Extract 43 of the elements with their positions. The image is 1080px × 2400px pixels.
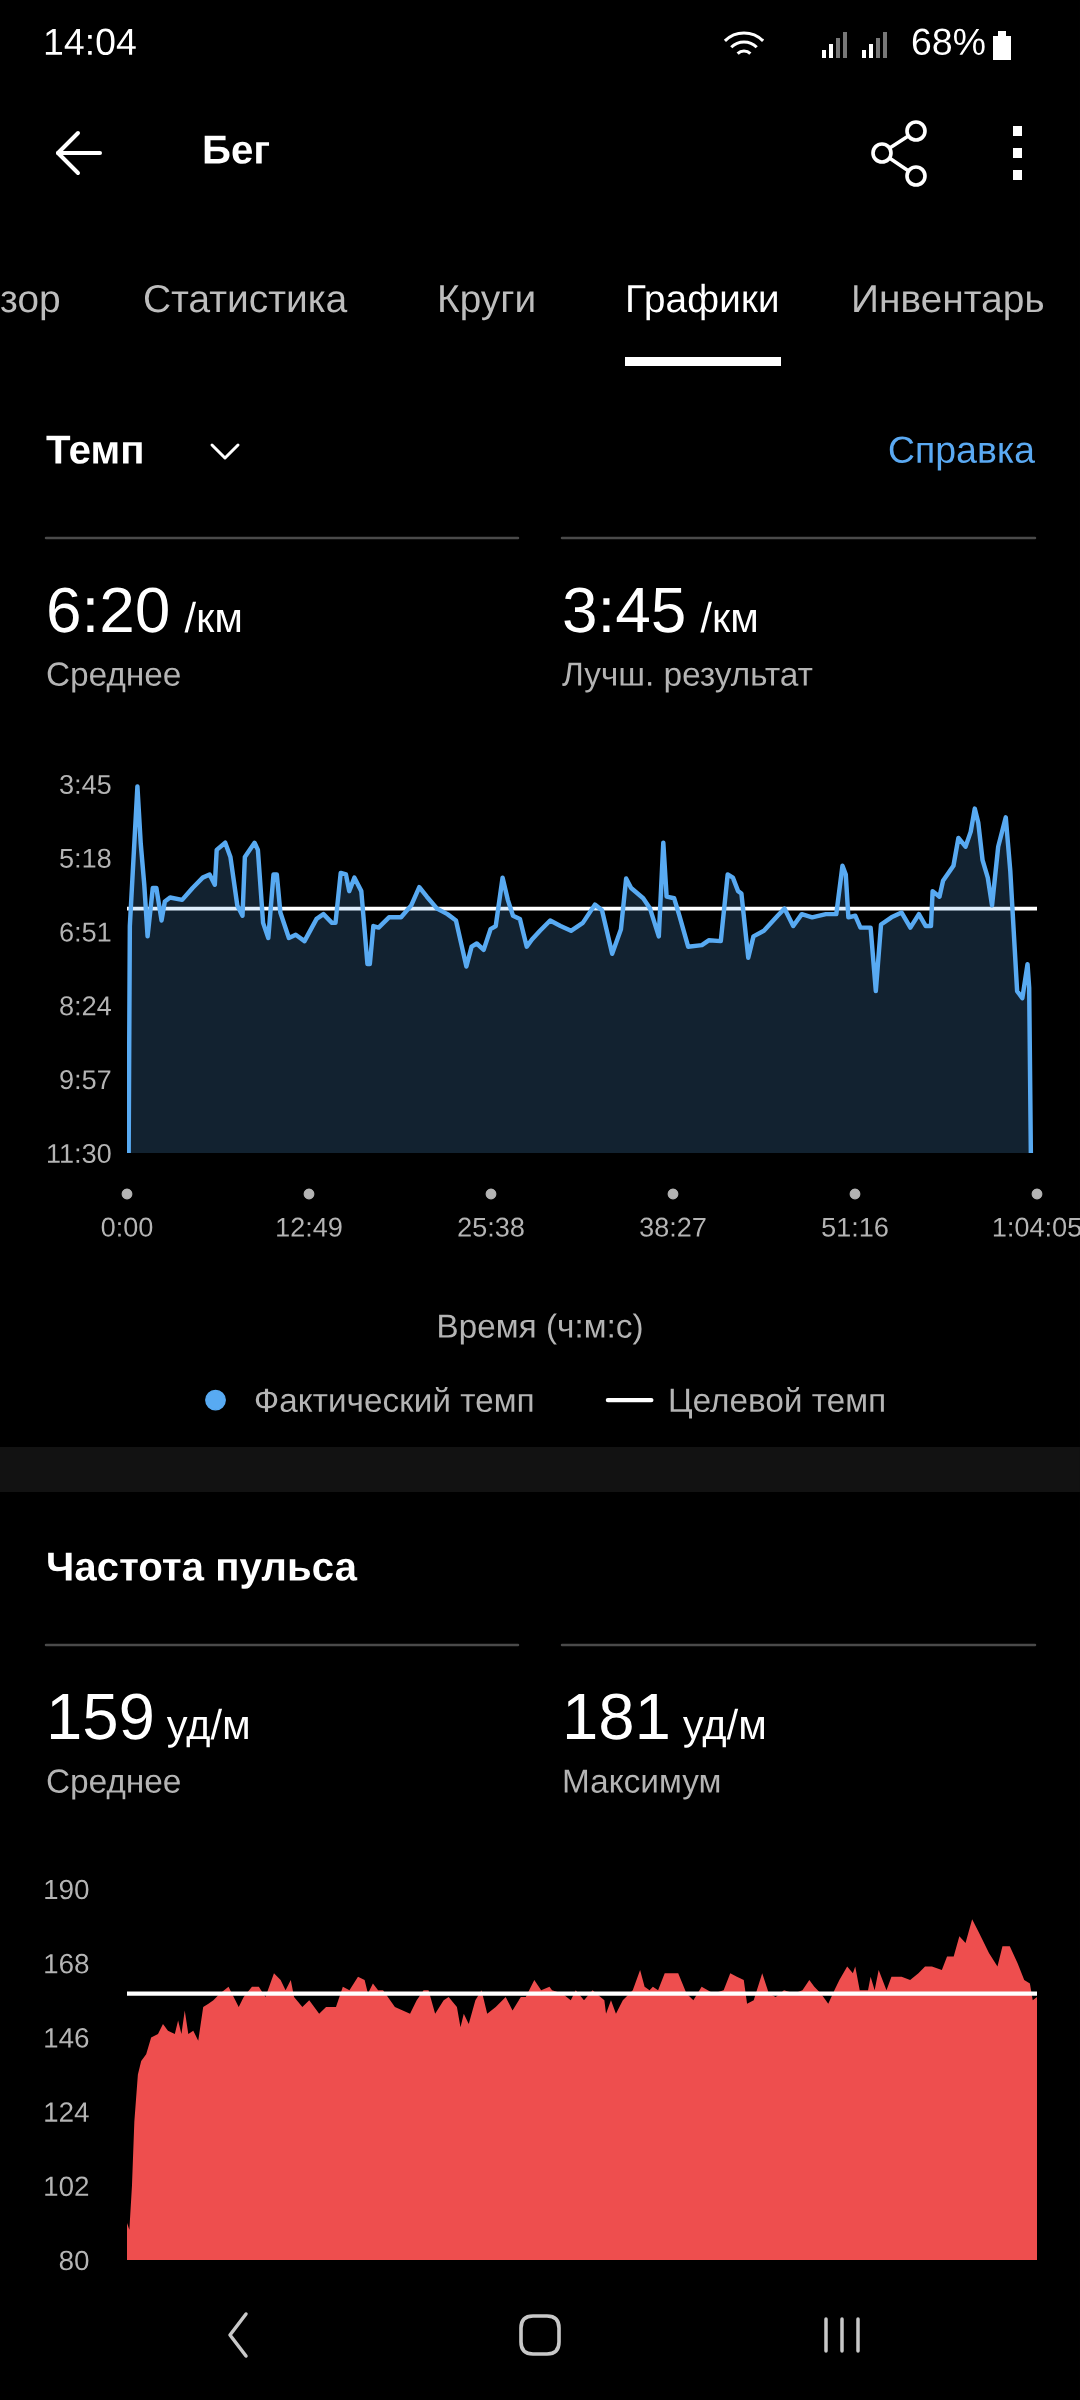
legend-label: Целевой темп (670, 1387, 884, 1419)
text: уд/м (682, 1708, 764, 1748)
y-tick-label: 8:24 (60, 996, 111, 1016)
text: 181 (566, 1693, 668, 1740)
text: Графики (628, 283, 777, 321)
y-tick-label: 3:45 (60, 774, 111, 795)
x-tick-label: 25:38 (458, 1217, 524, 1237)
y-tick-label: 168 (45, 1953, 89, 1974)
x-tick-label: 38:27 (640, 1217, 706, 1237)
text: Среднее (47, 662, 180, 693)
y-tick-label: 11:30 (48, 1143, 111, 1164)
y-tick-label: 6:51 (60, 922, 111, 942)
text: зор (0, 291, 60, 321)
text: уд/м (166, 1708, 248, 1748)
text: Статистика (144, 284, 348, 313)
text: Максимум (564, 1769, 720, 1800)
y-tick-label: 190 (45, 1879, 89, 1900)
text: Лучш. результат (562, 662, 813, 693)
y-tick-label: 9:57 (60, 1070, 111, 1090)
text: 14:04 (45, 28, 136, 56)
text: Справка (889, 436, 1035, 471)
text: 6:20 (49, 587, 168, 633)
text: 68% (912, 28, 985, 56)
x-tick-label: 0:00 (101, 1217, 153, 1237)
legend-label: Фактический темп (255, 1387, 533, 1413)
text: 3:45 (564, 587, 684, 633)
text: Бег (204, 135, 270, 164)
y-tick-label: 102 (45, 2176, 89, 2197)
text: 159 (50, 1693, 152, 1740)
y-tick-label: 5:18 (60, 848, 111, 868)
x-tick-label: 51:16 (822, 1217, 888, 1237)
y-tick-label: 80 (59, 2250, 89, 2271)
text: Среднее (47, 1769, 180, 1800)
text: Круги (440, 285, 534, 321)
chart-title: Темп (46, 435, 142, 464)
text: Инвентарь (854, 285, 1044, 321)
y-tick-label: 124 (45, 2102, 89, 2122)
x-axis-title: Время (ч:м:с) (439, 1313, 642, 1345)
text: /км (184, 601, 241, 633)
chart-title: Частота пульса (48, 1552, 358, 1589)
y-tick-label: 146 (45, 2028, 89, 2048)
x-tick-label: 12:49 (277, 1217, 342, 1237)
text: /км (700, 601, 756, 633)
